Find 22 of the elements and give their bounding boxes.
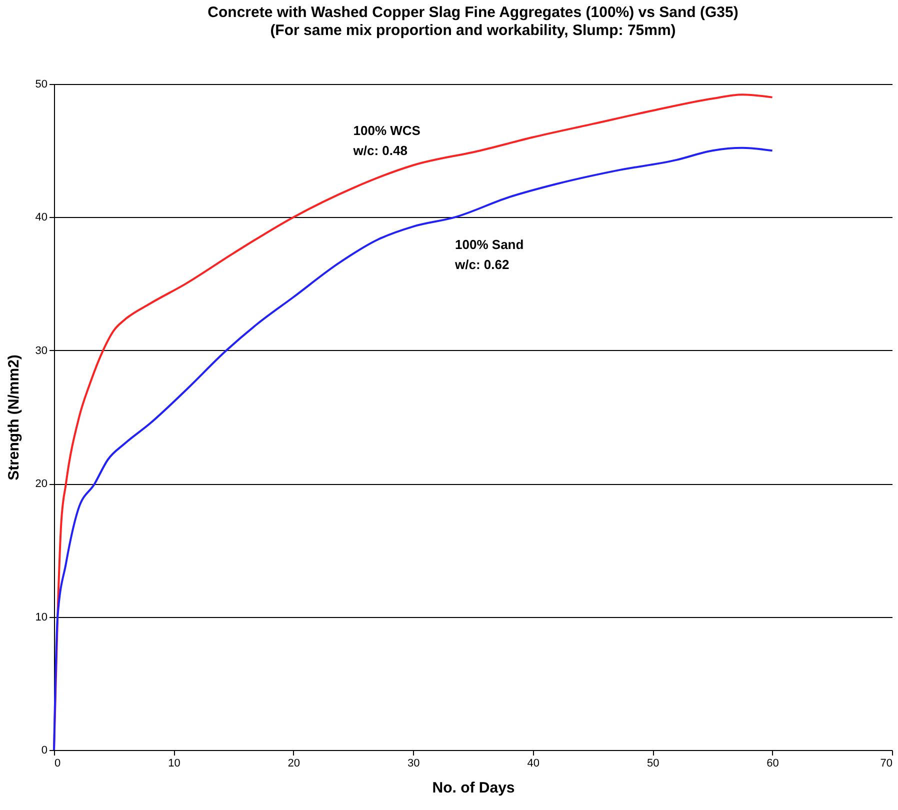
x-tick-label: 10 — [168, 758, 180, 770]
annotation: w/c: 0.62 — [454, 257, 510, 272]
x-tick-label: 40 — [527, 758, 540, 770]
y-axis-title: Strength (N/mm2) — [5, 354, 22, 480]
annotation: w/c: 0.48 — [352, 142, 408, 158]
chart-subtitle: (For same mix proportion and workability, Slump: 75mm) — [270, 22, 676, 39]
x-tick-label: 60 — [766, 758, 779, 770]
x-tick-label: 20 — [288, 758, 300, 770]
y-tick-label: 30 — [35, 344, 48, 357]
y-tick-label: 20 — [35, 478, 48, 490]
series-label: 100% Sand — [455, 237, 524, 252]
y-tick-label: 0 — [41, 744, 48, 756]
x-axis-title: No. of Days — [432, 780, 515, 796]
x-tick-label: 30 — [408, 758, 420, 770]
x-tick-label: 50 — [646, 758, 660, 770]
x-tick-label: 70 — [880, 758, 892, 770]
y-tick-label: 40 — [35, 212, 48, 224]
chart-title: Concrete with Washed Copper Slag Fine Aggregates (100%) vs Sand (G35) — [208, 4, 738, 21]
x-tick-label: 0 — [54, 758, 61, 770]
y-tick-label: 50 — [35, 78, 48, 90]
y-tick-label: 10 — [35, 611, 48, 624]
series-label: 100% WCS — [353, 122, 421, 138]
